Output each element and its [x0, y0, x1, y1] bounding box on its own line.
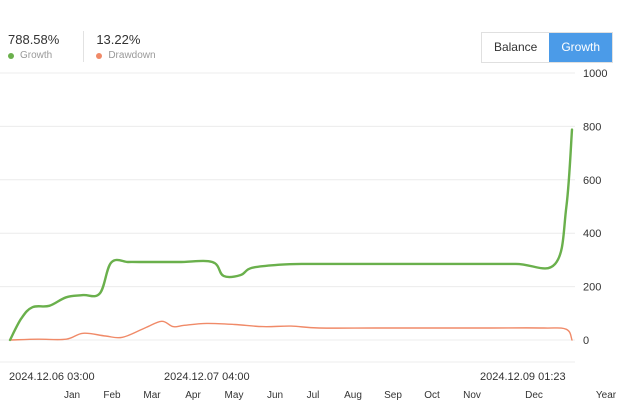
- y-tick-label: 0: [583, 335, 589, 347]
- drawdown-dot-icon: [96, 52, 103, 59]
- date-label: 2024.12.09 01:23: [480, 371, 566, 383]
- y-tick-label: 800: [583, 121, 601, 133]
- y-axis-ticks: 1000 800 600 400 200 0: [583, 68, 607, 347]
- y-tick-label: 200: [583, 282, 601, 294]
- x-tick-label: Dec: [525, 390, 543, 401]
- drawdown-series-line: [9, 320, 573, 341]
- x-tick-label: Mar: [143, 390, 161, 401]
- date-label: 2024.12.06 03:00: [9, 371, 95, 383]
- x-axis-labels: Jan Feb Mar Apr May Jun Jul Aug Sep Oct Nov Dec Year: [64, 390, 617, 401]
- x-tick-label: Nov: [463, 390, 481, 401]
- x-tick-label: Year: [596, 390, 617, 401]
- growth-button[interactable]: Growth: [549, 33, 612, 62]
- date-label: 2024.12.07 04:00: [164, 371, 250, 383]
- growth-legend: Growth: [8, 49, 59, 62]
- y-tick-label: 1000: [583, 68, 607, 80]
- chart-grid: [0, 72, 575, 363]
- stats-summary: 788.58% Growth 13.22% Drawdown: [8, 31, 180, 62]
- x-tick-label: Jul: [307, 390, 320, 401]
- growth-dot-icon: [8, 52, 14, 59]
- growth-series-line: [8, 128, 574, 342]
- x-tick-label: Aug: [344, 390, 362, 401]
- x-tick-label: Apr: [185, 390, 201, 401]
- x-tick-label: May: [225, 390, 244, 401]
- growth-stat: 788.58% Growth: [8, 31, 71, 62]
- drawdown-value: 13.22%: [96, 32, 141, 47]
- x-tick-label: Feb: [103, 390, 121, 401]
- growth-value: 788.58%: [8, 32, 60, 47]
- y-tick-label: 600: [583, 175, 601, 187]
- balance-button[interactable]: Balance: [481, 33, 550, 62]
- chart-series: [8, 128, 574, 342]
- x-tick-label: Oct: [424, 390, 440, 401]
- growth-label: Growth: [20, 50, 53, 61]
- drawdown-legend: Drawdown: [96, 49, 156, 62]
- x-tick-label: Jun: [267, 390, 283, 401]
- x-tick-label: Jan: [64, 390, 80, 401]
- date-labels: 2024.12.06 03:00 2024.12.07 04:00 2024.12.…: [9, 371, 566, 383]
- y-tick-label: 400: [583, 228, 601, 240]
- chart-mode-toggle: Balance Growth: [480, 32, 613, 63]
- x-tick-label: Sep: [384, 390, 402, 401]
- drawdown-label: Drawdown: [108, 50, 156, 61]
- drawdown-stat: 13.22% Drawdown: [83, 31, 167, 62]
